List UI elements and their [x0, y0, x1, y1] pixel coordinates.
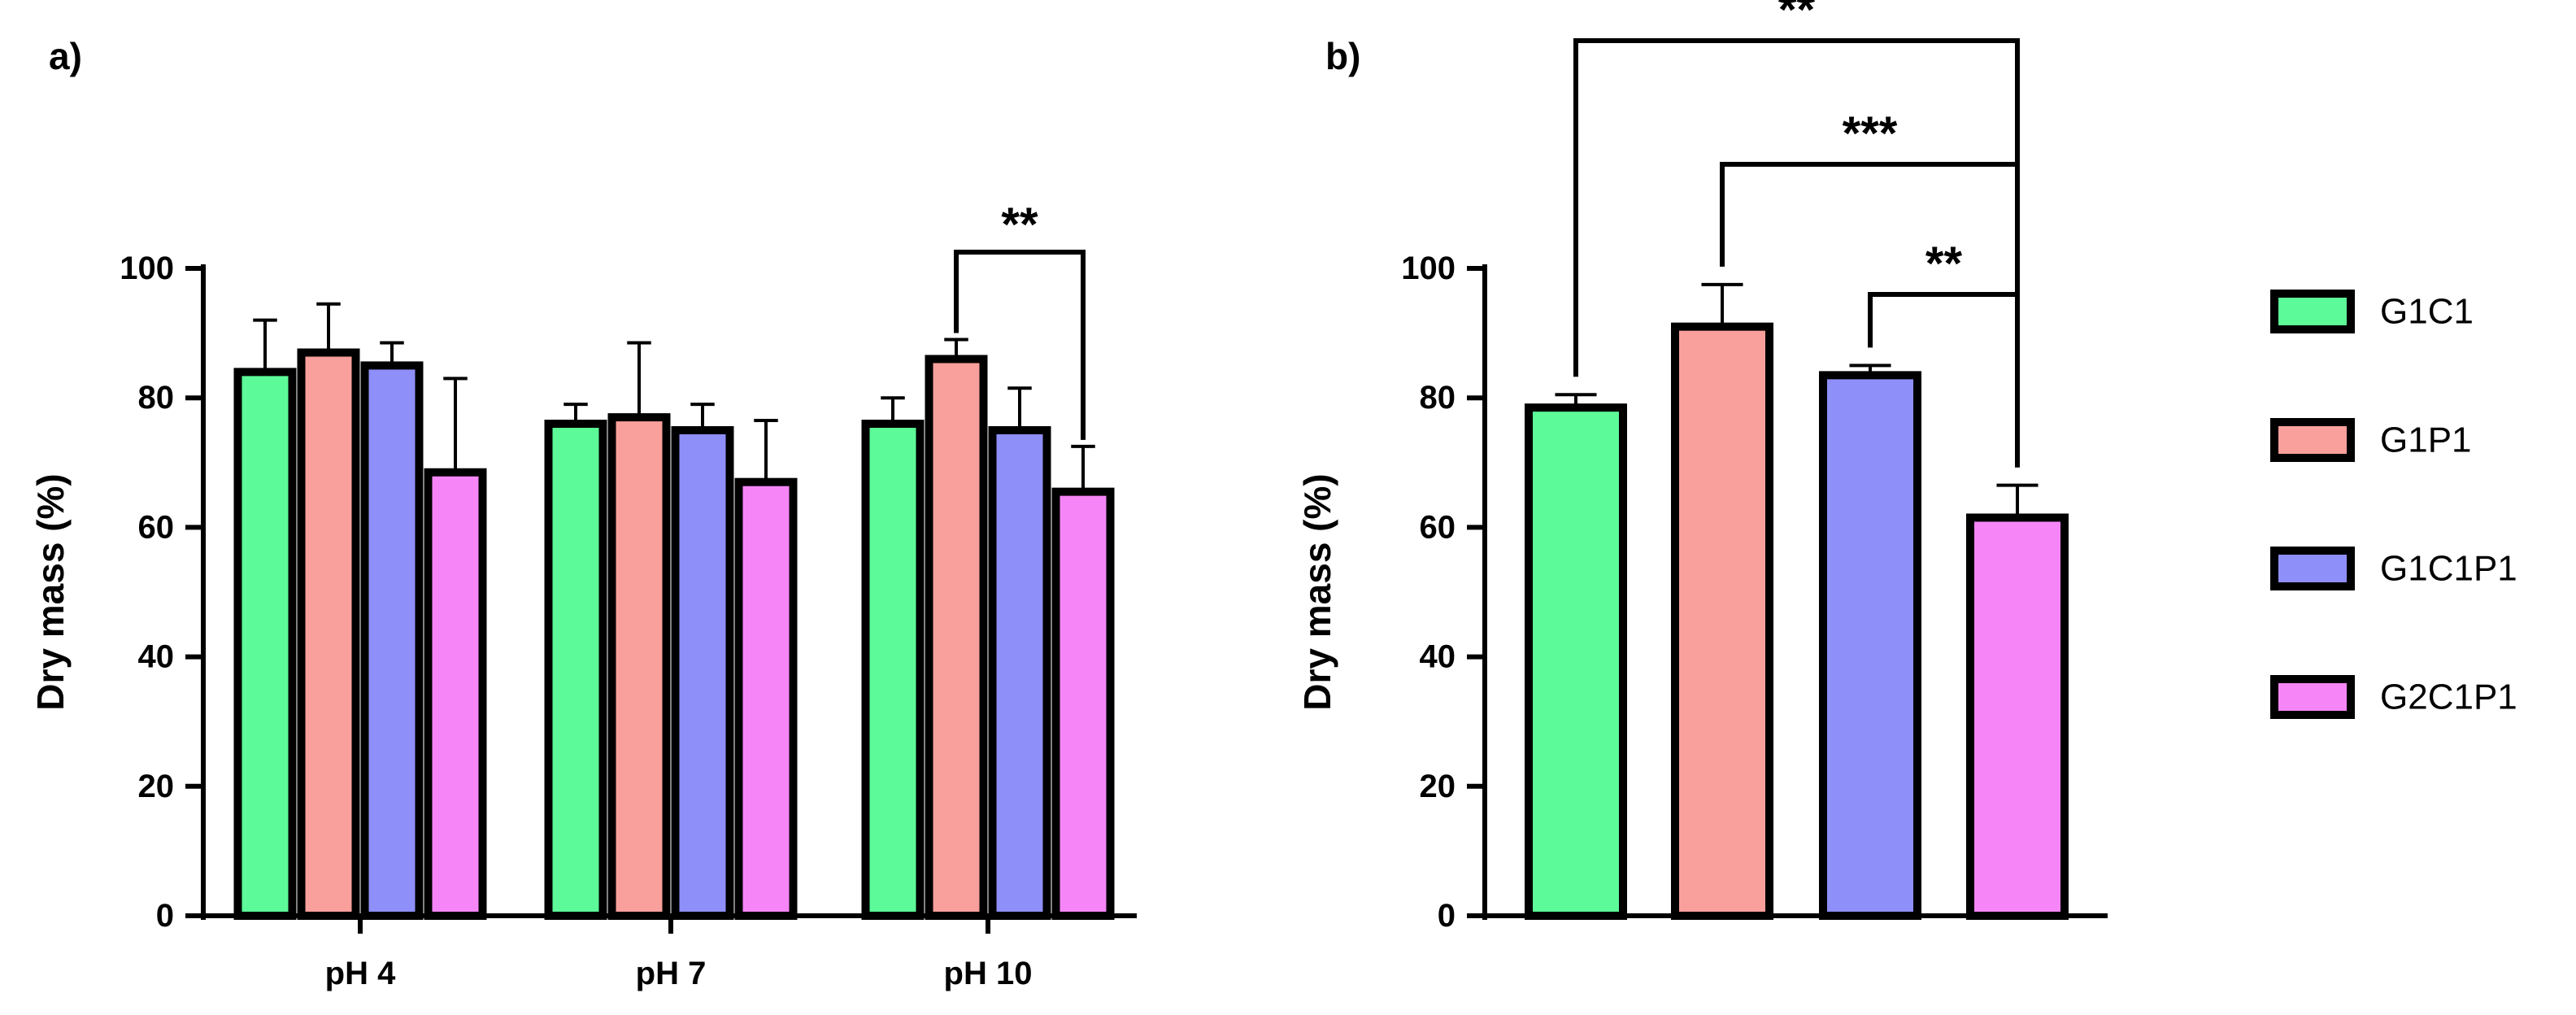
bar — [925, 355, 988, 920]
bar — [1966, 513, 2069, 921]
bar — [607, 413, 671, 920]
y-axis-title: Dry mass (%) — [29, 473, 72, 710]
significance-label: ** — [1001, 198, 1038, 251]
significance-label: *** — [1843, 107, 1898, 160]
legend-swatch — [2270, 675, 2355, 719]
panel-label: b) — [1325, 35, 1360, 77]
y-tick-label: 100 — [1401, 250, 1456, 286]
significance-label: ** — [1778, 0, 1816, 37]
y-tick-label: 40 — [138, 639, 175, 675]
bar — [424, 468, 487, 920]
x-tick-label: pH 7 — [636, 956, 707, 991]
y-tick-label: 20 — [1420, 769, 1456, 804]
x-tick-label: pH 10 — [944, 956, 1033, 991]
legend-label: G1C1 — [2380, 292, 2474, 332]
y-tick-label: 100 — [120, 250, 174, 286]
y-tick-label: 20 — [138, 769, 175, 804]
legend-label: G1P1 — [2380, 420, 2472, 460]
legend-label: G2C1P1 — [2380, 677, 2517, 717]
y-tick-label: 60 — [1420, 509, 1456, 545]
bar — [1819, 371, 1921, 920]
bar — [544, 420, 607, 920]
bar — [1051, 487, 1115, 920]
y-tick-label: 80 — [1420, 380, 1456, 416]
bar — [1671, 322, 1773, 920]
y-axis-title: Dry mass (%) — [1296, 473, 1338, 710]
legend-swatch — [2270, 547, 2355, 590]
bar — [297, 348, 360, 921]
legend-label: G1C1P1 — [2380, 549, 2517, 589]
panel-label: a) — [49, 35, 82, 77]
significance-bracket — [1573, 38, 2020, 468]
bar — [734, 477, 798, 920]
significance-bracket — [954, 250, 1086, 440]
y-tick-label: 60 — [138, 509, 175, 545]
y-tick-label: 0 — [156, 898, 174, 934]
y-tick-label: 40 — [1420, 639, 1456, 675]
legend-swatch — [2270, 290, 2355, 333]
bar — [360, 361, 424, 920]
bar — [988, 426, 1051, 920]
bar — [1525, 403, 1627, 920]
y-tick-label: 80 — [138, 380, 175, 416]
significance-label: ** — [1925, 237, 1963, 290]
bar — [671, 426, 734, 920]
x-tick-label: pH 4 — [325, 956, 396, 991]
legend-swatch — [2270, 418, 2355, 462]
bar — [861, 420, 925, 920]
bar — [233, 368, 297, 920]
y-tick-label: 0 — [1438, 898, 1456, 934]
